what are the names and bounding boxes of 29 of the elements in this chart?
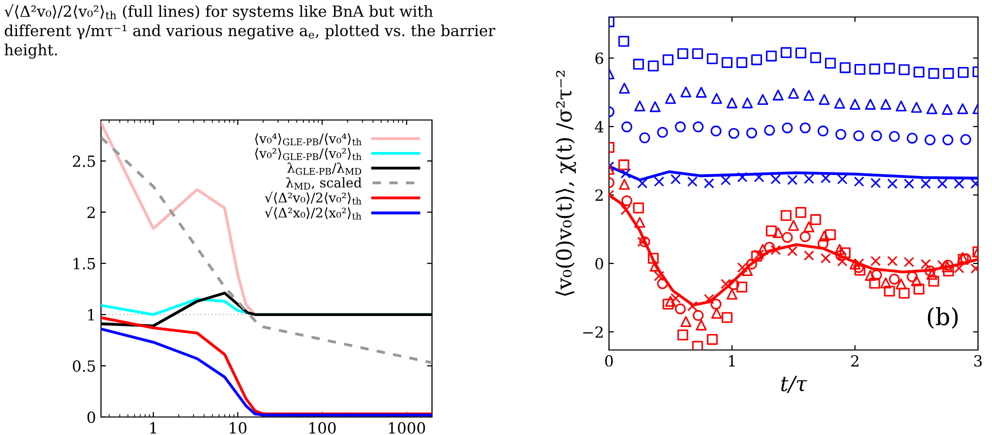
text: √⟨Δ²v₀⟩/2⟨v₀²⟩$_{th}$ (full lines) for systems like BnA but with different γ/mτ⁻¹ and various negative a$_{e}$, plotted vs. the barrier height. <box>4 4 496 59</box>
x-axis-title: t/τ <box>781 376 808 393</box>
legend-label: λ$_{MD}$, scaled <box>286 177 362 190</box>
legend-label: √⟨Δ²x₀⟩/2⟨x₀²⟩$_{th}$ <box>264 206 362 220</box>
y-tick-label: 1 <box>88 309 94 320</box>
x-tick-label: 3 <box>974 355 982 367</box>
x-tick-label: 1 <box>150 422 156 434</box>
y-axis-title: ⟨v₀(0)v₀(t)⟩, χ(t) /σ²τ⁻² <box>556 70 576 296</box>
annotation: (b) <box>928 307 958 329</box>
legend-label: √⟨Δ²v₀⟩/2⟨v₀²⟩$_{th}$ <box>264 192 362 205</box>
y-tick-label: 6 <box>595 52 604 64</box>
x-tick-label: 2 <box>851 355 858 366</box>
legend-label: ⟨v₀²⟩$_{GLE-PB}$/⟨v₀²⟩$_{th}$ <box>255 148 362 160</box>
x-tick-label: 1 <box>729 355 735 366</box>
y-tick-label: 2 <box>87 206 95 218</box>
x-tick-label: 100 <box>309 422 336 434</box>
y-tick-label: 0 <box>595 258 604 270</box>
y-tick-label: 2 <box>595 189 603 201</box>
y-tick-label: 0.5 <box>72 360 95 372</box>
y-tick-label: 4 <box>594 120 604 132</box>
legend-label: λ$_{GLE-PB}$/λ$_{MD}$ <box>287 162 362 175</box>
x-tick-label: 0 <box>605 355 613 367</box>
y-tick-label: 2.5 <box>72 155 95 167</box>
y-tick-label: 1.5 <box>74 258 95 270</box>
x-tick-label: 1000 <box>389 422 426 434</box>
x-tick-label: 10 <box>230 422 246 434</box>
y-tick-label: −2 <box>583 326 603 338</box>
y-tick-label: 0 <box>87 411 96 424</box>
legend-label: ⟨v₀⁴⟩$_{GLE-PB}$/⟨v₀⁴⟩$_{th}$ <box>255 133 362 146</box>
